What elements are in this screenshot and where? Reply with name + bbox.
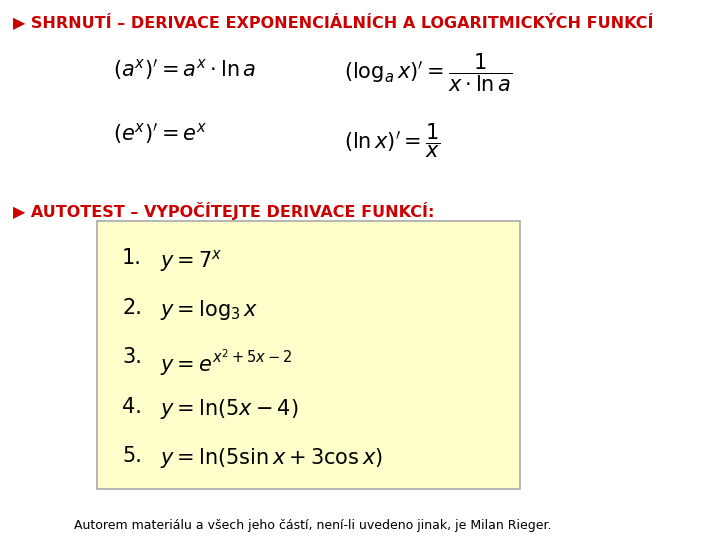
Text: $y = \ln(5x-4)$: $y = \ln(5x-4)$: [160, 397, 298, 421]
Text: $y = \ln(5\sin x + 3\cos x)$: $y = \ln(5\sin x + 3\cos x)$: [160, 447, 382, 470]
Text: 2.: 2.: [122, 298, 142, 318]
Text: ▶ SHRNUTÍ – DERIVACE EXPONENCIÁLNÍCH A LOGARITMICKÝCH FUNKCÍ: ▶ SHRNUTÍ – DERIVACE EXPONENCIÁLNÍCH A L…: [12, 14, 653, 30]
Text: $\left(\ln x\right)' = \dfrac{1}{x}$: $\left(\ln x\right)' = \dfrac{1}{x}$: [344, 122, 441, 160]
Text: $\left(e^x\right)' = e^x$: $\left(e^x\right)' = e^x$: [113, 122, 207, 146]
Text: Autorem materiálu a všech jeho částí, není-li uvedeno jinak, je Milan Rieger.: Autorem materiálu a všech jeho částí, ne…: [74, 519, 552, 532]
Text: 1.: 1.: [122, 248, 142, 268]
Text: 5.: 5.: [122, 447, 142, 467]
Text: 4.: 4.: [122, 397, 142, 417]
Text: $\left(a^x\right)' = a^x \cdot \ln a$: $\left(a^x\right)' = a^x \cdot \ln a$: [113, 57, 256, 82]
Text: 3.: 3.: [122, 347, 142, 367]
Text: $y = e^{x^2+5x-2}$: $y = e^{x^2+5x-2}$: [160, 347, 292, 378]
FancyBboxPatch shape: [97, 221, 520, 489]
Text: $\left(\log_a x\right)' = \dfrac{1}{x \cdot \ln a}$: $\left(\log_a x\right)' = \dfrac{1}{x \c…: [344, 51, 513, 94]
Text: $y = \log_3 x$: $y = \log_3 x$: [160, 298, 258, 322]
Text: ▶ AUTOTEST – VYPOČÍTEJTE DERIVACE FUNKCÍ:: ▶ AUTOTEST – VYPOČÍTEJTE DERIVACE FUNKCÍ…: [12, 202, 434, 220]
Text: $y = 7^x$: $y = 7^x$: [160, 248, 222, 274]
